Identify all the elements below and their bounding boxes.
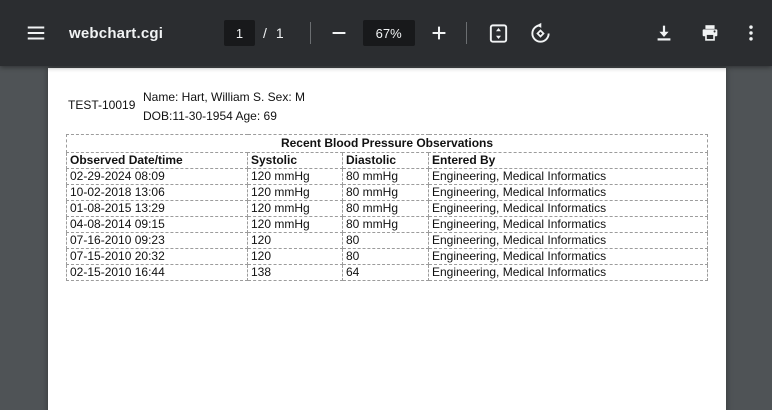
- table-title-row: Recent Blood Pressure Observations: [65, 134, 709, 153]
- cell-diastolic: 80 mmHg: [342, 168, 429, 185]
- cell-entered-by: Engineering, Medical Informatics: [427, 200, 709, 217]
- cell-entered-by: Engineering, Medical Informatics: [427, 248, 709, 265]
- cell-observed: 01-08-2015 13:29: [66, 200, 248, 217]
- patient-name-sex: Name: Hart, William S. Sex: M: [143, 90, 306, 104]
- pdf-page: TEST-10019 Name: Hart, William S. Sex: M…: [48, 68, 726, 410]
- column-header-diastolic: Diastolic: [342, 152, 429, 169]
- page-zoom-controls: / 1 67%: [224, 0, 561, 66]
- cell-entered-by: Engineering, Medical Informatics: [427, 216, 709, 233]
- menu-button[interactable]: [16, 13, 56, 53]
- page-total: 1: [275, 25, 284, 41]
- toolbar-separator: [309, 22, 311, 44]
- table-row: 02-29-2024 08:09 120 mmHg 80 mmHg Engine…: [66, 168, 709, 185]
- cell-observed: 02-29-2024 08:09: [66, 168, 248, 185]
- page-number-input[interactable]: [224, 20, 255, 46]
- page-divider: /: [263, 25, 267, 41]
- column-header-entered-by: Entered By: [427, 152, 709, 169]
- cell-systolic: 120 mmHg: [247, 200, 343, 217]
- cell-observed: 07-16-2010 09:23: [66, 232, 248, 249]
- print-button[interactable]: [690, 13, 730, 53]
- download-icon: [653, 22, 675, 44]
- cell-diastolic: 80: [342, 232, 429, 249]
- zoom-out-button[interactable]: [319, 13, 359, 53]
- download-button[interactable]: [644, 13, 684, 53]
- table-row: 10-02-2018 13:06 120 mmHg 80 mmHg Engine…: [66, 184, 709, 201]
- table-row: 01-08-2015 13:29 120 mmHg 80 mmHg Engine…: [66, 200, 709, 217]
- rotate-counterclockwise-icon: [529, 22, 552, 45]
- patient-dob-age: DOB:11-30-1954 Age: 69: [143, 109, 277, 123]
- cell-diastolic: 80 mmHg: [342, 200, 429, 217]
- cell-diastolic: 80 mmHg: [342, 216, 429, 233]
- blood-pressure-table: Recent Blood Pressure Observations Obser…: [65, 134, 709, 281]
- pdf-toolbar: webchart.cgi / 1 67%: [0, 0, 772, 66]
- fit-to-page-button[interactable]: [479, 13, 519, 53]
- cell-entered-by: Engineering, Medical Informatics: [427, 264, 709, 281]
- table-row: 04-08-2014 09:15 120 mmHg 80 mmHg Engine…: [66, 216, 709, 233]
- column-header-systolic: Systolic: [247, 152, 343, 169]
- table-row: 02-15-2010 16:44 138 64 Engineering, Med…: [66, 264, 709, 281]
- cell-systolic: 120: [247, 248, 343, 265]
- zoom-in-button[interactable]: [419, 13, 459, 53]
- menu-icon: [25, 22, 47, 44]
- table-row: 07-15-2010 20:32 120 80 Engineering, Med…: [66, 248, 709, 265]
- cell-observed: 10-02-2018 13:06: [66, 184, 248, 201]
- cell-observed: 04-08-2014 09:15: [66, 216, 248, 233]
- patient-id: TEST-10019: [68, 98, 136, 112]
- cell-entered-by: Engineering, Medical Informatics: [427, 232, 709, 249]
- pdf-canvas[interactable]: TEST-10019 Name: Hart, William S. Sex: M…: [0, 66, 772, 410]
- cell-systolic: 120 mmHg: [247, 184, 343, 201]
- patient-demographics: Name: Hart, William S. Sex: M DOB:11-30-…: [143, 88, 305, 126]
- action-controls: [644, 0, 766, 66]
- table-title: Recent Blood Pressure Observations: [65, 134, 709, 153]
- zoom-out-icon: [328, 22, 350, 44]
- cell-systolic: 138: [247, 264, 343, 281]
- fit-to-page-icon: [487, 22, 510, 45]
- cell-diastolic: 64: [342, 264, 429, 281]
- cell-observed: 07-15-2010 20:32: [66, 248, 248, 265]
- cell-systolic: 120: [247, 232, 343, 249]
- cell-systolic: 120 mmHg: [247, 216, 343, 233]
- zoom-in-icon: [428, 22, 450, 44]
- more-options-button[interactable]: [736, 13, 766, 53]
- cell-systolic: 120 mmHg: [247, 168, 343, 185]
- more-options-icon: [740, 22, 762, 44]
- cell-entered-by: Engineering, Medical Informatics: [427, 168, 709, 185]
- print-icon: [699, 22, 721, 44]
- table-header-row: Observed Date/time Systolic Diastolic En…: [66, 152, 709, 169]
- cell-diastolic: 80 mmHg: [342, 184, 429, 201]
- cell-observed: 02-15-2010 16:44: [66, 264, 248, 281]
- column-header-observed: Observed Date/time: [66, 152, 248, 169]
- table-row: 07-16-2010 09:23 120 80 Engineering, Med…: [66, 232, 709, 249]
- document-title: webchart.cgi: [69, 24, 164, 42]
- cell-diastolic: 80: [342, 248, 429, 265]
- rotate-button[interactable]: [521, 13, 561, 53]
- toolbar-separator: [465, 22, 467, 44]
- zoom-level: 67%: [362, 20, 415, 46]
- cell-entered-by: Engineering, Medical Informatics: [427, 184, 709, 201]
